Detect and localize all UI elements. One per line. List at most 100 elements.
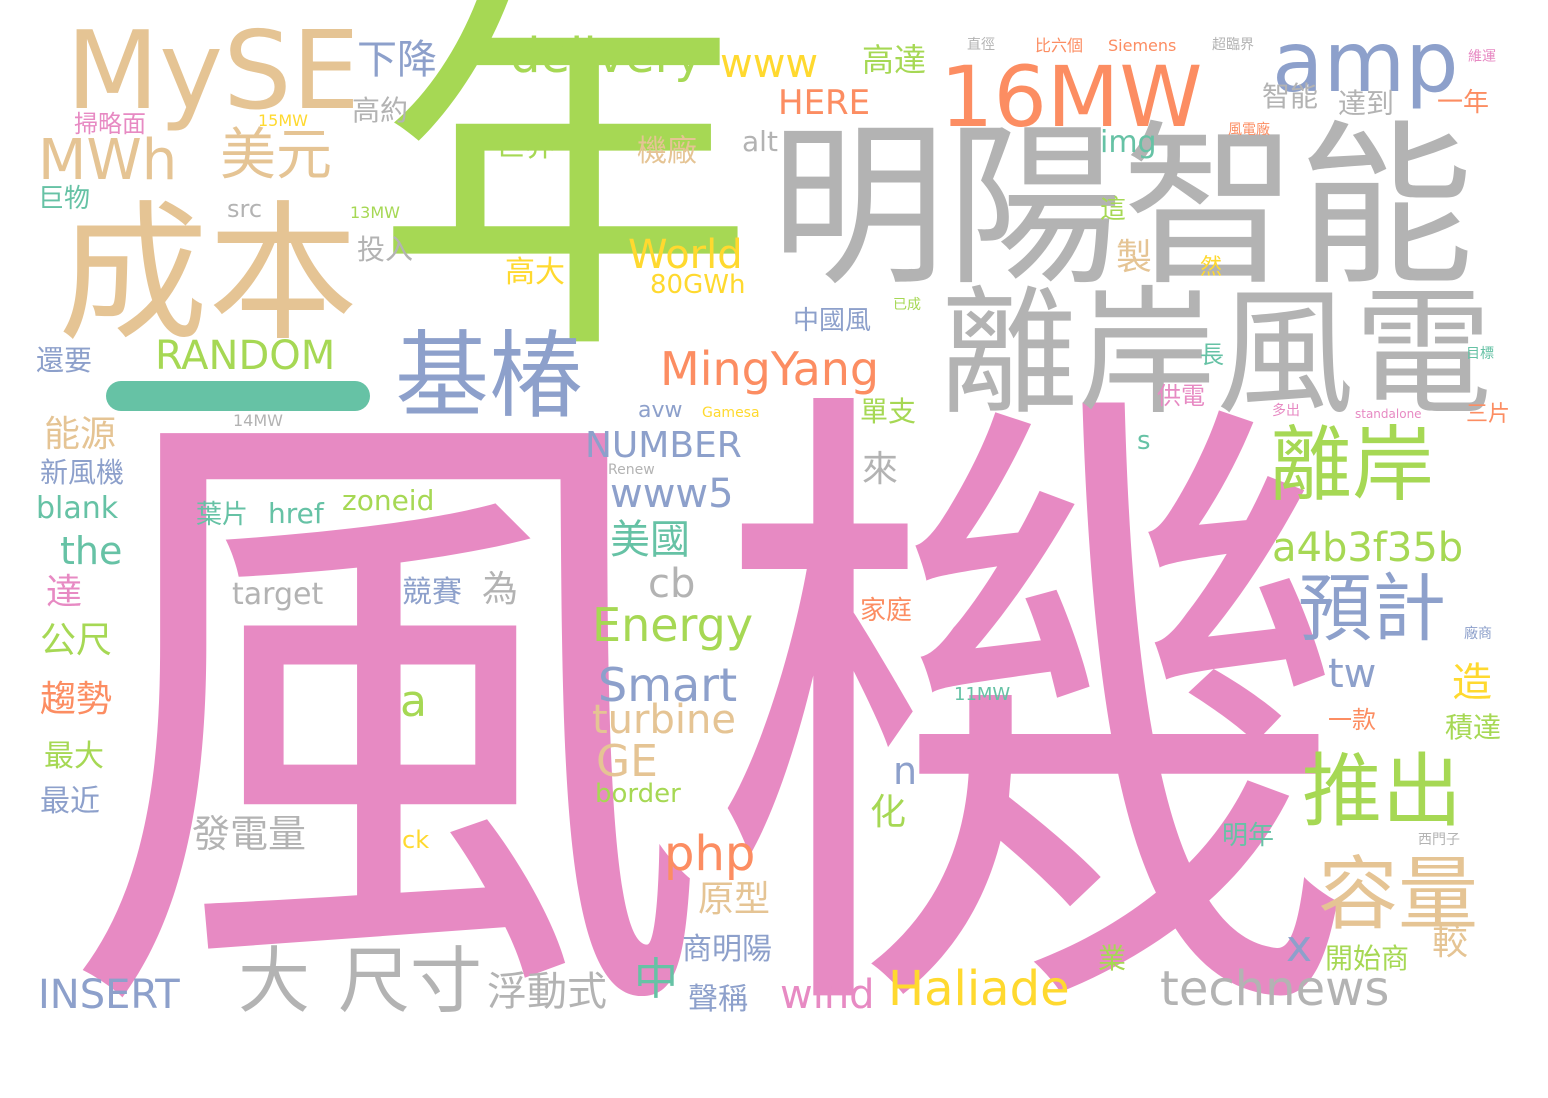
word-ye: 業	[1098, 942, 1127, 975]
word-renew: Renew	[608, 462, 655, 478]
word-siemens: Siemens	[1108, 36, 1177, 55]
word-gongdian: 供電	[1157, 382, 1205, 410]
word-zao: 造	[1452, 660, 1492, 706]
word-ximenzi: 西門子	[1418, 832, 1460, 848]
word-cb: cb	[648, 561, 696, 607]
word-qushi: 趨勢	[40, 679, 113, 720]
word-smart: Smart	[598, 658, 738, 712]
word-tuichu: 推出	[1302, 745, 1462, 838]
word-touru: 投入	[357, 233, 414, 266]
word-number: NUMBER	[585, 425, 742, 466]
word-biliuge: 比六個	[1035, 36, 1084, 55]
word-14mw: 14MW	[233, 411, 283, 430]
word-target: target	[232, 577, 324, 612]
word-13mw: 13MW	[350, 203, 400, 222]
word-alt: alt	[742, 125, 778, 158]
word-blank: blank	[36, 491, 119, 526]
word-zhe: 這	[1100, 195, 1127, 225]
word-liang-feng-dian: 離岸風電	[940, 273, 1493, 434]
word-meiguo: 美國	[610, 517, 690, 563]
word-turbine: turbine	[592, 697, 736, 743]
word-php: php	[664, 826, 756, 882]
word-fudongshi: 浮動式	[487, 969, 607, 1015]
word-yuanxing: 原型	[698, 879, 771, 920]
word-www: www	[720, 41, 819, 87]
word-s: s	[1137, 426, 1151, 456]
word-www5: www5	[610, 471, 734, 517]
word-nengyuan: 能源	[44, 414, 117, 455]
word-gamesa: Gamesa	[702, 405, 760, 421]
word-zhongguofeng: 中國風	[793, 306, 872, 336]
word-16mw: 16MW	[940, 48, 1203, 146]
word-n: n	[893, 749, 918, 793]
word-yuji: 預計	[1298, 566, 1446, 652]
word-zhong: 中	[634, 954, 678, 1005]
word-duochu: 多出	[1272, 403, 1300, 419]
word-gaoda2: 高大	[505, 255, 565, 290]
word-the: the	[60, 529, 123, 573]
word-filler: 一	[225, 388, 235, 399]
word-fengji: 風機	[60, 342, 1360, 1098]
word-danzhi: 單支	[860, 395, 917, 428]
word-fengdianchang: 風電廠	[1228, 122, 1270, 138]
word-jiao: 較	[1432, 922, 1469, 963]
word-zoneid: zoneid	[342, 484, 435, 517]
word-15mw: 15MW	[258, 111, 308, 130]
word-yicheng: 已成	[893, 297, 921, 313]
word-standalone: standalone	[1355, 407, 1422, 421]
word-world: World	[628, 232, 743, 278]
word-changshang: 廠商	[1464, 626, 1492, 642]
word-zuida: 最大	[44, 739, 104, 774]
word-zuijin: 最近	[40, 784, 100, 819]
word-fadianliang: 發電量	[192, 812, 307, 856]
word-insert: INSERT	[38, 972, 180, 1018]
word-chicun: 尺寸	[338, 939, 483, 1023]
word-src: src	[227, 195, 263, 223]
word-11mw: 11MW	[954, 684, 1011, 705]
word-wind: wind	[780, 972, 875, 1018]
word-kaishishang: 開始商	[1325, 942, 1410, 975]
word-zhijing: 直徑	[967, 37, 995, 53]
word-juwu: 巨物	[38, 184, 91, 214]
word-hua: 化	[870, 792, 907, 833]
word-yepian: 葉片	[196, 500, 249, 530]
word-img: img	[1100, 125, 1157, 160]
word-mingyang-zhineng: 明陽智能	[770, 105, 1475, 310]
word-href: href	[268, 497, 324, 530]
word-shengcheng: 聲稱	[688, 982, 748, 1017]
word-avw: avw	[638, 398, 683, 423]
word-zhi: 製	[1116, 237, 1153, 278]
word-jingsai: 競賽	[402, 575, 462, 610]
word-80gwh: 80GWh	[650, 270, 746, 300]
word-mingyang: MingYang	[660, 342, 880, 396]
word-chengben: 成本	[58, 188, 359, 362]
word-tw: tw	[1328, 651, 1377, 697]
word-jizhuang: 基椿	[395, 322, 584, 431]
word-border: border	[595, 779, 681, 809]
word-haliade: Haliade	[888, 961, 1070, 1017]
word-cloud: 風機 年 明陽智能 離岸風電 成本 MySE 16MW amp 基椿 MWh 美…	[36, 0, 1510, 1098]
word-da2: 達	[46, 572, 83, 613]
word-nian: 年	[375, 0, 755, 401]
word-mubiao: 目標	[1466, 346, 1494, 362]
word-chang: 長	[1200, 341, 1224, 369]
word-haiyao: 還要	[36, 344, 93, 377]
word-lian: 離岸	[1270, 418, 1435, 513]
word-weiyun: 維運	[1468, 49, 1496, 65]
word-yi	[106, 381, 370, 411]
word-amp: amp	[1272, 13, 1459, 111]
word-jiating: 家庭	[860, 596, 913, 626]
word-here: HERE	[778, 83, 871, 123]
word-ran: 然	[1200, 255, 1223, 280]
word-dadao: 達到	[1338, 87, 1395, 120]
word-meiyuan: 美元	[220, 123, 332, 188]
word-yikuan: 一款	[1328, 706, 1376, 734]
word-lai: 來	[862, 449, 899, 490]
word-random: RANDOM	[155, 333, 336, 379]
word-shang-mingyang: 商明陽	[682, 932, 772, 967]
word-xinfengji: 新風機	[40, 456, 125, 489]
word-wei: 為	[482, 569, 519, 610]
word-ge: GE	[596, 736, 658, 787]
word-da: 大	[238, 939, 311, 1023]
word-rongliang: 容量	[1318, 848, 1478, 941]
